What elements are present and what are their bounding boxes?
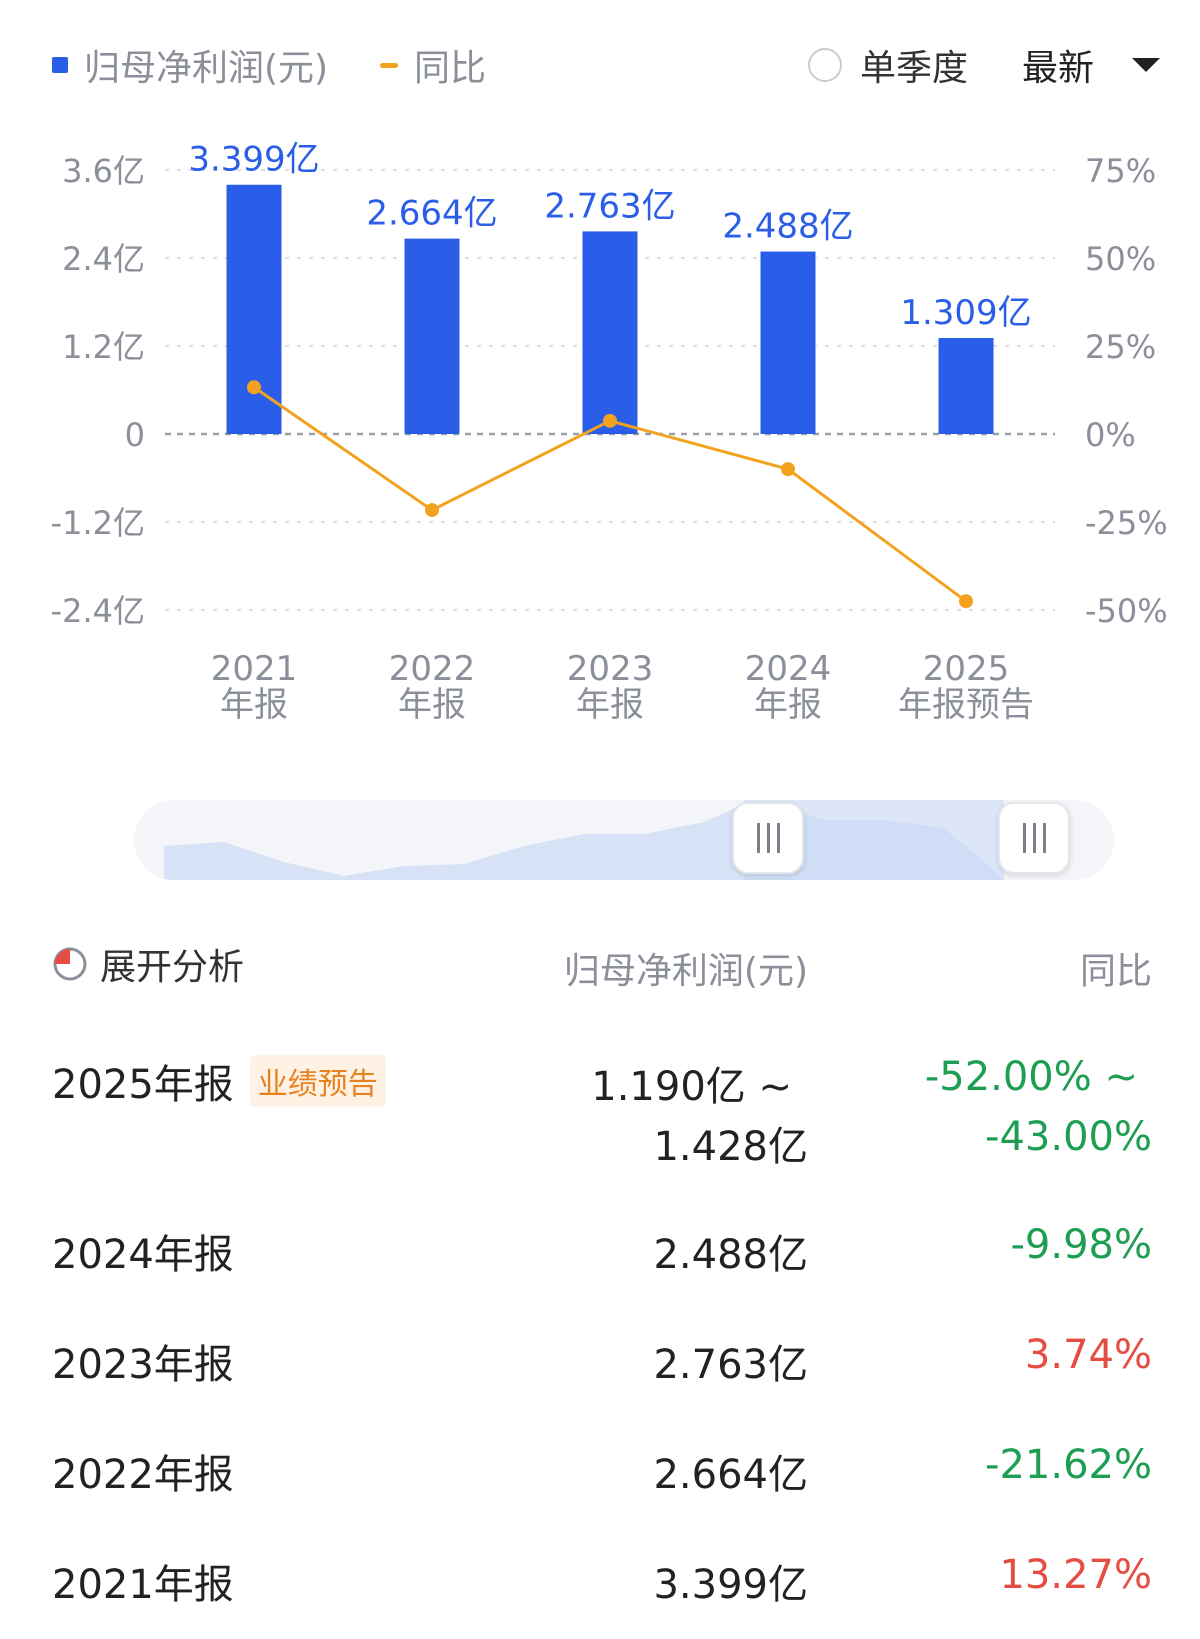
row-value-range-end: 1.428亿	[653, 1124, 808, 1170]
yoy-point	[247, 380, 261, 395]
y-right-tick-label: 25%	[1085, 328, 1156, 366]
slider-right-handle[interactable]	[998, 802, 1070, 874]
table-row[interactable]: 2022年报 2.664亿 -21.62%	[0, 1442, 1200, 1502]
yoy-point	[781, 462, 795, 477]
table-header: 展开分析 归母净利润(元) 同比	[0, 930, 1200, 1000]
y-left-tick-label: 1.2亿	[62, 328, 145, 366]
x-tick-label: 2021	[211, 649, 298, 689]
slider-left-handle[interactable]	[732, 802, 804, 874]
legend-bar-swatch	[52, 57, 68, 73]
legend-label-yoy: 同比	[414, 48, 487, 89]
forecast-badge: 业绩预告	[249, 1055, 386, 1107]
bar-data-label: 3.399亿	[188, 140, 319, 180]
profit-chart: 3.6亿 2.4亿 1.2亿 0 -1.2亿 -2.4亿 75% 50% 25% 0% -25% -5…	[51, 140, 1168, 725]
yoy-point	[959, 594, 973, 609]
x-tick-label: 年报预告	[898, 685, 1034, 725]
row-period: 2025年报 业绩预告	[52, 1052, 386, 1110]
single-quarter-toggle[interactable]: 单季度	[808, 40, 968, 90]
row-period-label: 2022年报	[52, 1452, 234, 1498]
range-slider[interactable]	[134, 800, 1114, 880]
legend-item-profit[interactable]: 归母净利润(元)	[52, 40, 328, 90]
y-left-tick-label: 0	[125, 416, 145, 454]
row-yoy: -9.98%	[1010, 1222, 1152, 1268]
legend-label-profit: 归母净利润(元)	[84, 48, 329, 89]
bar	[582, 231, 638, 434]
y-left-tick-label: -1.2亿	[51, 504, 145, 542]
row-value: 3.399亿	[653, 1562, 808, 1608]
y-right-tick-label: -25%	[1085, 504, 1168, 542]
caret-down-icon	[1132, 58, 1161, 72]
x-tick-label: 年报	[398, 685, 466, 725]
row-yoy: -21.62%	[985, 1442, 1152, 1488]
expand-analysis-button[interactable]: 展开分析	[52, 938, 244, 990]
bar	[760, 251, 816, 434]
table-row[interactable]: 2021年报 3.399亿 13.27%	[0, 1552, 1200, 1612]
row-value: 2.763亿	[653, 1342, 808, 1388]
bar	[226, 184, 282, 434]
row-yoy: 13.27%	[999, 1552, 1152, 1598]
x-tick-label: 2022	[389, 649, 476, 689]
row-value: 2.664亿	[653, 1452, 808, 1498]
expand-analysis-label: 展开分析	[100, 947, 245, 988]
yoy-point	[603, 413, 617, 428]
y-right-tick-label: 75%	[1085, 152, 1156, 190]
column-header-yoy: 同比	[1079, 951, 1152, 992]
column-header-profit: 归母净利润(元)	[563, 951, 808, 992]
row-yoy: 3.74%	[1024, 1332, 1152, 1378]
bar-data-label: 1.309亿	[900, 293, 1031, 333]
slider-track	[134, 800, 1114, 880]
grip-icon	[756, 823, 780, 853]
y-right-tick-label: 50%	[1085, 240, 1156, 278]
x-tick-label: 2024	[745, 649, 832, 689]
row-value-range-start: 1.190亿 ~	[591, 1064, 792, 1110]
grip-icon	[1022, 823, 1046, 853]
x-tick-label: 2025	[923, 649, 1010, 689]
single-quarter-label: 单季度	[860, 48, 969, 89]
row-yoy-range-start: -52.00% ~	[924, 1054, 1138, 1100]
y-right-tick-label: -50%	[1085, 592, 1168, 630]
pie-chart-icon	[53, 947, 87, 981]
y-left-tick-label: -2.4亿	[51, 592, 145, 630]
row-period-label: 2024年报	[52, 1232, 234, 1278]
y-left-tick-label: 3.6亿	[62, 152, 145, 190]
period-dropdown[interactable]: 最新	[1022, 40, 1161, 90]
y-right-tick-label: 0%	[1085, 416, 1136, 454]
row-period-label: 2025年报	[52, 1062, 234, 1108]
row-period-label: 2021年报	[52, 1562, 234, 1608]
period-dropdown-value: 最新	[1022, 48, 1095, 89]
slider-preview	[164, 800, 1004, 880]
x-tick-label: 2023	[567, 649, 654, 689]
bar	[404, 238, 460, 434]
bar-data-label: 2.664亿	[366, 194, 497, 234]
bar-data-label: 2.763亿	[544, 186, 675, 226]
radio-circle-icon[interactable]	[808, 48, 842, 82]
bar-data-label: 2.488亿	[722, 207, 853, 247]
y-left-tick-label: 2.4亿	[62, 240, 145, 278]
x-tick-label: 年报	[220, 685, 288, 725]
chart-header: 归母净利润(元) 同比 单季度 最新	[0, 0, 1200, 130]
yoy-point	[425, 503, 439, 518]
x-tick-label: 年报	[576, 685, 644, 725]
table-row[interactable]: 2023年报 2.763亿 3.74%	[0, 1332, 1200, 1392]
row-value: 2.488亿	[653, 1232, 808, 1278]
row-yoy-range-end: -43.00%	[985, 1114, 1152, 1160]
x-tick-label: 年报	[754, 685, 822, 725]
bar	[938, 338, 994, 434]
legend-item-yoy[interactable]: 同比	[380, 40, 486, 90]
row-period-label: 2023年报	[52, 1342, 234, 1388]
legend-line-swatch	[380, 62, 398, 68]
table-row[interactable]: 2024年报 2.488亿 -9.98%	[0, 1222, 1200, 1282]
table-row[interactable]: 2025年报 业绩预告 1.190亿 ~ 1.428亿 -52.00% ~ -4…	[0, 1050, 1200, 1180]
